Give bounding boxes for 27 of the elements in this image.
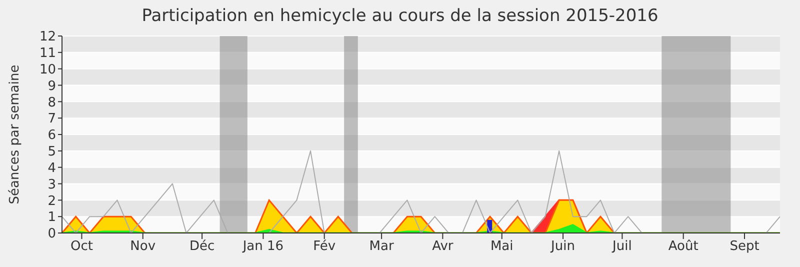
y-tick-label: 10	[39, 62, 56, 78]
y-tick-label: 8	[48, 95, 56, 110]
x-tick-label: Déc	[189, 239, 215, 254]
x-tick-label: Jan 16	[242, 239, 284, 254]
chart-title: Participation en hemicycle au cours de la session 2015-2016	[140, 6, 660, 26]
y-tick-label: 1	[48, 210, 56, 226]
x-tick-label: Juin	[550, 239, 575, 254]
y-tick-label: 0	[48, 226, 56, 242]
y-tick-label: 12	[39, 30, 56, 45]
x-tick-label: Août	[668, 239, 698, 254]
y-tick-label: 9	[48, 78, 56, 94]
x-tick-label: Avr	[432, 239, 454, 254]
x-tick-label: Nov	[130, 239, 156, 254]
x-tick-label: Oct	[70, 239, 93, 254]
y-tick-label: 7	[48, 112, 56, 127]
x-tick-label: Juil	[612, 239, 632, 254]
x-tick-label: Mai	[490, 239, 514, 254]
y-tick-label: 11	[39, 46, 56, 62]
y-tick-label: 2	[48, 194, 56, 209]
x-tick-label: Mar	[369, 239, 394, 254]
x-tick-label: Sept	[730, 239, 760, 254]
y-tick-label: 6	[48, 128, 56, 144]
x-tick-label: Fév	[313, 239, 336, 254]
y-tick-label: 5	[48, 144, 56, 160]
y-tick-label: 3	[48, 177, 56, 192]
y-axis-title: Séances par semaine	[8, 64, 23, 204]
y-tick-label: 4	[48, 160, 56, 176]
